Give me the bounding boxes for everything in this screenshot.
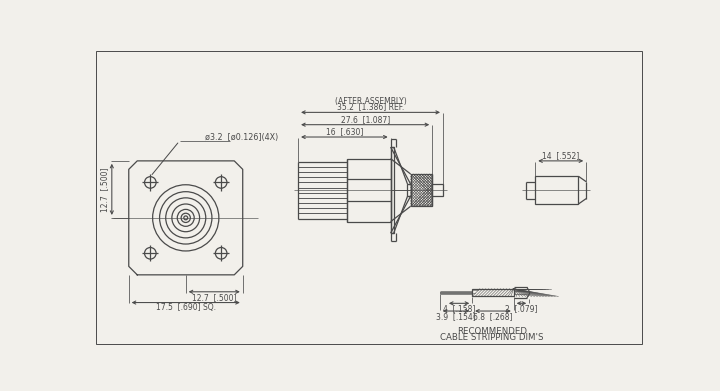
Text: CABLE STRIPPING DIM'S: CABLE STRIPPING DIM'S xyxy=(441,333,544,342)
Text: (AFTER ASSEMBLY): (AFTER ASSEMBLY) xyxy=(335,97,406,106)
Bar xyxy=(472,289,514,296)
Text: 17.5  [.690] SQ.: 17.5 [.690] SQ. xyxy=(156,303,216,312)
Text: 12.7  [.500]: 12.7 [.500] xyxy=(101,167,109,212)
Bar xyxy=(407,184,410,196)
Text: 12.7  [.500]: 12.7 [.500] xyxy=(192,293,236,302)
Text: 2  [.079]: 2 [.079] xyxy=(505,304,538,313)
Text: 16  [.630]: 16 [.630] xyxy=(325,127,363,136)
Bar xyxy=(390,147,395,233)
Bar xyxy=(410,174,432,206)
Text: 27.6  [1.087]: 27.6 [1.087] xyxy=(341,115,390,124)
Text: 35.2  [1.386] REF.: 35.2 [1.386] REF. xyxy=(337,102,404,111)
Text: 14  [.552]: 14 [.552] xyxy=(542,151,580,160)
Bar xyxy=(432,184,443,196)
Text: 4  [.158]: 4 [.158] xyxy=(443,304,475,313)
Text: RECOMMENDED: RECOMMENDED xyxy=(457,326,527,335)
Text: ø3.2  [ø0.126](4X): ø3.2 [ø0.126](4X) xyxy=(205,133,278,142)
Text: 3.9  [.154]: 3.9 [.154] xyxy=(436,312,476,321)
Text: 6.8  [.268]: 6.8 [.268] xyxy=(473,312,513,321)
Bar xyxy=(535,176,578,204)
Bar xyxy=(348,159,390,222)
